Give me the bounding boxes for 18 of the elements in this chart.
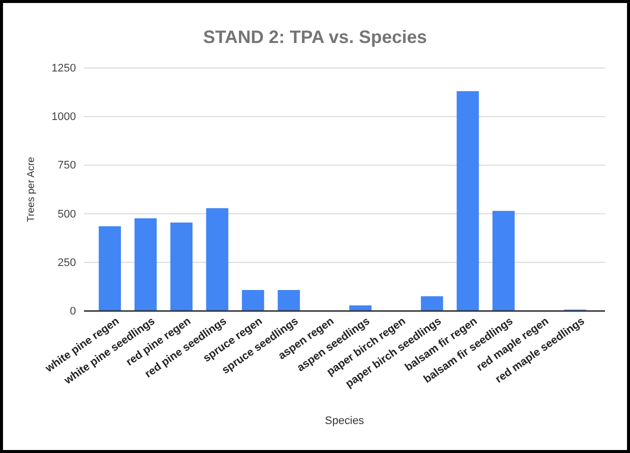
bar [134, 218, 157, 311]
y-tick-label: 250 [58, 256, 76, 269]
bar [278, 290, 300, 311]
y-tick-label: 1000 [52, 111, 76, 124]
y-tick-label: 500 [58, 208, 76, 220]
chart-title: STAND 2: TPA vs. Species [203, 27, 427, 47]
bar [206, 208, 228, 311]
bar [420, 296, 444, 311]
y-tick-label: 750 [58, 160, 76, 172]
y-tick-label: 1250 [52, 62, 76, 75]
bar [242, 290, 264, 311]
bar [456, 91, 479, 311]
bar [170, 222, 193, 311]
y-tick-label: 0 [70, 306, 76, 318]
bar [492, 210, 515, 311]
bar [98, 226, 121, 311]
x-axis-title: Species [324, 415, 365, 427]
y-axis-title: Trees per Acre [26, 156, 37, 222]
